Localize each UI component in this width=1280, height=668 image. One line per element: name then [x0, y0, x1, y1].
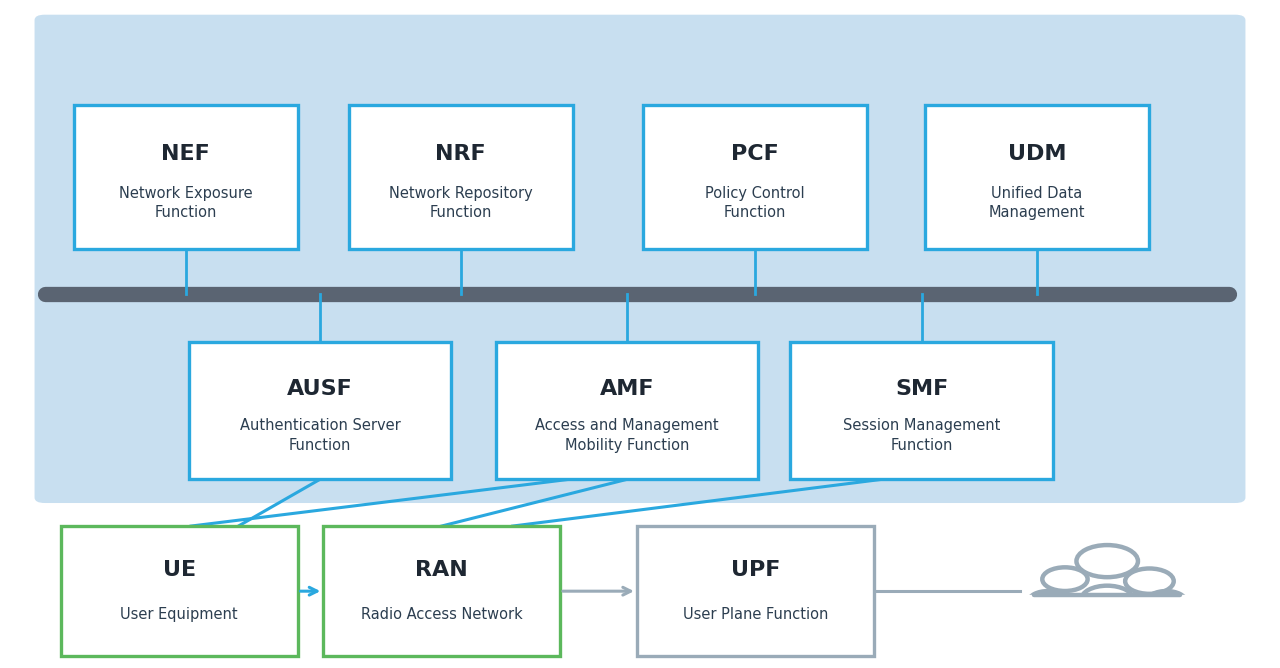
Text: Network Exposure
Function: Network Exposure Function: [119, 186, 252, 220]
Text: Radio Access Network: Radio Access Network: [361, 607, 522, 622]
Text: UE: UE: [163, 560, 196, 580]
Text: Network Repository
Function: Network Repository Function: [389, 186, 532, 220]
Circle shape: [1076, 545, 1138, 577]
Bar: [1006, 595, 1208, 627]
Text: Session Management
Function: Session Management Function: [844, 418, 1000, 452]
Circle shape: [1029, 591, 1068, 611]
FancyBboxPatch shape: [348, 106, 573, 249]
Text: SMF: SMF: [895, 379, 948, 399]
Circle shape: [1125, 568, 1174, 594]
FancyBboxPatch shape: [189, 342, 452, 480]
Text: RAN: RAN: [415, 560, 468, 580]
FancyBboxPatch shape: [790, 342, 1052, 480]
Text: Policy Control
Function: Policy Control Function: [705, 186, 805, 220]
FancyBboxPatch shape: [925, 106, 1149, 249]
Text: NRF: NRF: [435, 144, 486, 164]
FancyBboxPatch shape: [637, 526, 873, 656]
Circle shape: [1082, 586, 1133, 613]
Text: AMF: AMF: [600, 379, 654, 399]
FancyBboxPatch shape: [497, 342, 759, 480]
Circle shape: [1147, 591, 1185, 611]
Text: Unified Data
Management: Unified Data Management: [988, 186, 1085, 220]
Text: User Plane Function: User Plane Function: [682, 607, 828, 622]
FancyBboxPatch shape: [61, 526, 298, 656]
FancyBboxPatch shape: [323, 526, 559, 656]
Text: UPF: UPF: [731, 560, 780, 580]
Text: NEF: NEF: [161, 144, 210, 164]
Text: AUSF: AUSF: [287, 379, 353, 399]
Text: UDM: UDM: [1007, 144, 1066, 164]
Text: PCF: PCF: [731, 144, 780, 164]
FancyBboxPatch shape: [73, 106, 297, 249]
Text: Authentication Server
Function: Authentication Server Function: [239, 418, 401, 452]
Text: User Equipment: User Equipment: [120, 607, 238, 622]
Circle shape: [1042, 567, 1088, 591]
FancyBboxPatch shape: [35, 15, 1245, 503]
Text: Access and Management
Mobility Function: Access and Management Mobility Function: [535, 418, 719, 452]
FancyBboxPatch shape: [643, 106, 868, 249]
